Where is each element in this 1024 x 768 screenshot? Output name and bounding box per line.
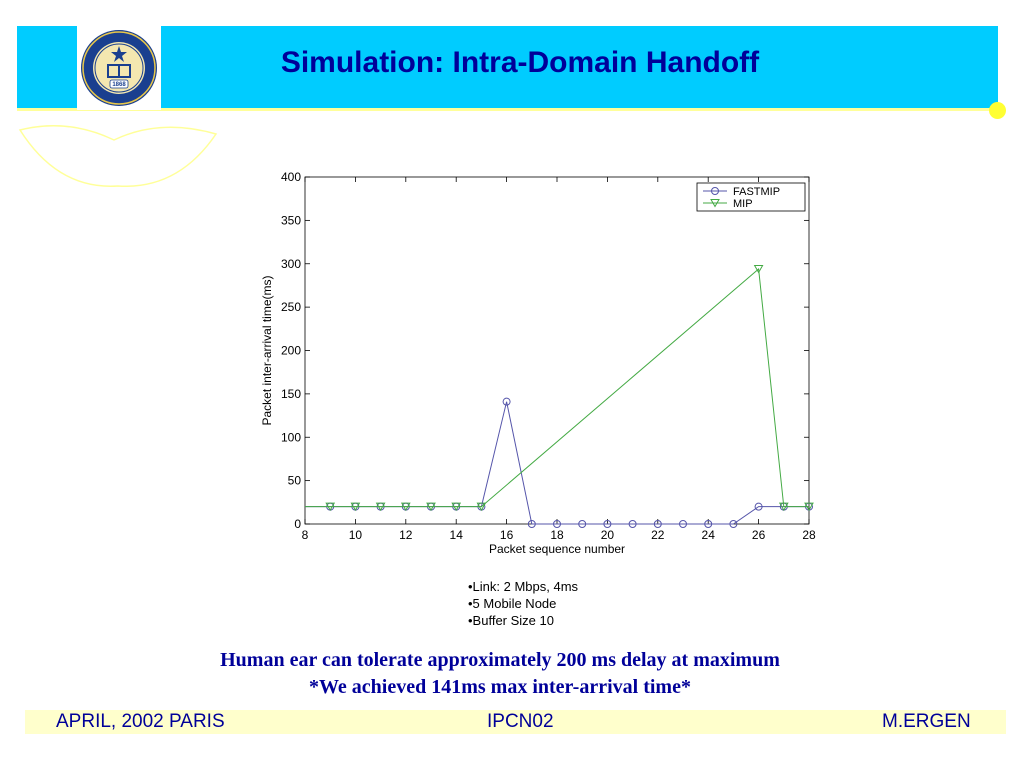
- x-tick-label: 20: [601, 528, 615, 542]
- series-line-mip: [305, 267, 809, 508]
- data-point-triangle: [350, 502, 361, 512]
- chart: 8 10 12 14 16 18 20 22 24 26 28 0 50 100 150 200 250 300 3…: [250, 165, 830, 560]
- data-point-triangle: [710, 199, 720, 208]
- title-band-underline: [17, 108, 998, 111]
- seal-icon: 1868: [81, 30, 157, 106]
- data-point-triangle: [753, 264, 764, 274]
- data-point-triangle: [325, 502, 336, 512]
- data-point-circle: [628, 520, 637, 528]
- x-axis-label: Packet sequence number: [489, 542, 625, 556]
- data-point-circle: [527, 520, 536, 528]
- legend-label: MIP: [733, 198, 753, 210]
- y-tick-label: 100: [281, 430, 301, 444]
- y-tick-label: 400: [281, 170, 301, 184]
- data-point-triangle: [451, 502, 462, 512]
- title-band: [17, 26, 998, 108]
- data-point-triangle: [426, 502, 436, 512]
- university-seal: 1868: [77, 26, 161, 110]
- decorative-arc: [18, 125, 218, 187]
- seal-year: 1868: [112, 82, 126, 88]
- footer-left: APRIL, 2002 PARIS: [56, 711, 225, 732]
- data-point-circle: [729, 520, 738, 528]
- chart-series: [305, 264, 814, 528]
- y-tick-label: 300: [281, 257, 301, 271]
- y-tick-label: 0: [294, 517, 301, 531]
- data-point-triangle: [375, 502, 386, 512]
- data-point-circle: [603, 520, 612, 528]
- x-tick-label: 18: [550, 528, 564, 542]
- footer-center: IPCN02: [487, 711, 554, 732]
- bullet-list: •Link: 2 Mbps, 4ms •5 Mobile Node •Buffe…: [468, 578, 578, 629]
- y-axis-label: Packet inter-arrival time(ms): [260, 275, 274, 425]
- data-point-circle: [578, 520, 587, 528]
- x-tick-label: 10: [349, 528, 363, 542]
- x-tick-label: 16: [500, 528, 514, 542]
- slide-title: Simulation: Intra-Domain Handoff: [280, 46, 760, 79]
- y-tick-label: 50: [288, 474, 302, 488]
- x-tick-label: 28: [802, 528, 816, 542]
- legend-label: FASTMIP: [733, 186, 780, 198]
- caption-line-2: *We achieved 141ms max inter-arrival tim…: [309, 676, 691, 698]
- caption-line-1: Human ear can tolerate approximately 200…: [220, 649, 780, 671]
- y-tick-label: 350: [281, 213, 301, 227]
- bullet-mobile-node: •5 Mobile Node: [468, 596, 557, 611]
- data-point-triangle: [476, 502, 487, 512]
- axis-ticks: 8 10 12 14 16 18 20 22 24 26 28 0 50 100 150 200 250 300 3…: [281, 170, 816, 542]
- y-tick-label: 200: [281, 344, 301, 358]
- data-point-circle: [502, 397, 511, 406]
- decorative-dot: [989, 102, 1006, 119]
- x-tick-label: 8: [302, 528, 309, 542]
- data-point-circle: [754, 502, 763, 511]
- data-point-triangle: [804, 502, 814, 512]
- x-tick-label: 14: [450, 528, 464, 542]
- data-point-triangle: [400, 502, 411, 512]
- data-point-circle: [553, 520, 561, 528]
- data-point-triangle: [778, 502, 789, 512]
- plot-frame: [304, 176, 810, 525]
- footer-band: [25, 710, 1006, 734]
- bullet-buffer-size: •Buffer Size 10: [468, 613, 554, 628]
- data-point-circle: [653, 520, 662, 528]
- data-point-circle: [704, 520, 713, 528]
- y-tick-label: 250: [281, 300, 301, 314]
- data-point-circle: [679, 520, 687, 528]
- footer-right: M.ERGEN: [882, 711, 971, 732]
- x-tick-label: 12: [399, 528, 413, 542]
- bullet-link: •Link: 2 Mbps, 4ms: [468, 579, 579, 594]
- y-tick-label: 150: [281, 387, 301, 401]
- x-tick-label: 24: [702, 528, 716, 542]
- data-point-circle: [711, 187, 719, 195]
- x-tick-label: 26: [752, 528, 766, 542]
- chart-svg: 8 10 12 14 16 18 20 22 24 26 28 0 50 100 150 200 250 300 3…: [260, 170, 816, 556]
- x-tick-label: 22: [651, 528, 665, 542]
